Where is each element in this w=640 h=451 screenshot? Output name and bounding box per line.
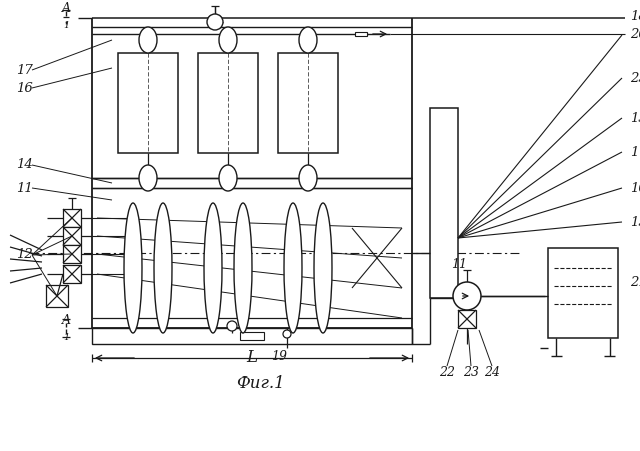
Ellipse shape bbox=[219, 27, 237, 53]
Ellipse shape bbox=[284, 203, 302, 333]
Bar bbox=[240, 332, 264, 340]
Text: 24: 24 bbox=[484, 365, 500, 378]
Ellipse shape bbox=[139, 27, 157, 53]
Text: 1: 1 bbox=[63, 22, 69, 31]
Ellipse shape bbox=[219, 165, 237, 191]
Circle shape bbox=[207, 14, 223, 30]
Ellipse shape bbox=[204, 203, 222, 333]
Circle shape bbox=[283, 330, 291, 338]
Text: 21: 21 bbox=[630, 276, 640, 289]
Ellipse shape bbox=[154, 203, 172, 333]
Text: 18: 18 bbox=[630, 10, 640, 23]
Bar bbox=[118, 53, 178, 153]
Bar bbox=[46, 285, 68, 307]
Bar bbox=[92, 328, 412, 344]
Bar bbox=[458, 310, 476, 328]
Text: 15: 15 bbox=[630, 216, 640, 229]
Ellipse shape bbox=[139, 165, 157, 191]
Bar bbox=[548, 248, 618, 338]
Text: 12: 12 bbox=[16, 249, 33, 262]
Text: 17: 17 bbox=[16, 64, 33, 77]
Text: 13: 13 bbox=[630, 111, 640, 124]
Text: A: A bbox=[61, 313, 70, 327]
Text: 11: 11 bbox=[16, 181, 33, 194]
Bar bbox=[63, 245, 81, 263]
Ellipse shape bbox=[299, 27, 317, 53]
Text: 1: 1 bbox=[630, 146, 638, 158]
Bar bbox=[430, 108, 458, 298]
Text: 16: 16 bbox=[16, 82, 33, 95]
Ellipse shape bbox=[314, 203, 332, 333]
Bar bbox=[63, 227, 81, 245]
Bar bbox=[63, 265, 81, 283]
Ellipse shape bbox=[299, 165, 317, 191]
Bar bbox=[355, 32, 367, 36]
Text: 11: 11 bbox=[451, 258, 467, 271]
Ellipse shape bbox=[234, 203, 252, 333]
Text: 14: 14 bbox=[16, 158, 33, 171]
Circle shape bbox=[227, 321, 237, 331]
Text: Фиг.1: Фиг.1 bbox=[236, 374, 284, 391]
Text: 22: 22 bbox=[439, 365, 455, 378]
Text: 19: 19 bbox=[271, 350, 287, 363]
Text: A: A bbox=[61, 1, 70, 14]
Bar bbox=[278, 53, 338, 153]
Text: 23: 23 bbox=[463, 365, 479, 378]
Text: L: L bbox=[246, 349, 257, 365]
Bar bbox=[63, 209, 81, 227]
Bar bbox=[198, 53, 258, 153]
Circle shape bbox=[453, 282, 481, 310]
Text: 1: 1 bbox=[63, 333, 69, 342]
Ellipse shape bbox=[124, 203, 142, 333]
Text: 10: 10 bbox=[630, 181, 640, 194]
Text: 25: 25 bbox=[630, 72, 640, 84]
Text: 26: 26 bbox=[630, 28, 640, 41]
